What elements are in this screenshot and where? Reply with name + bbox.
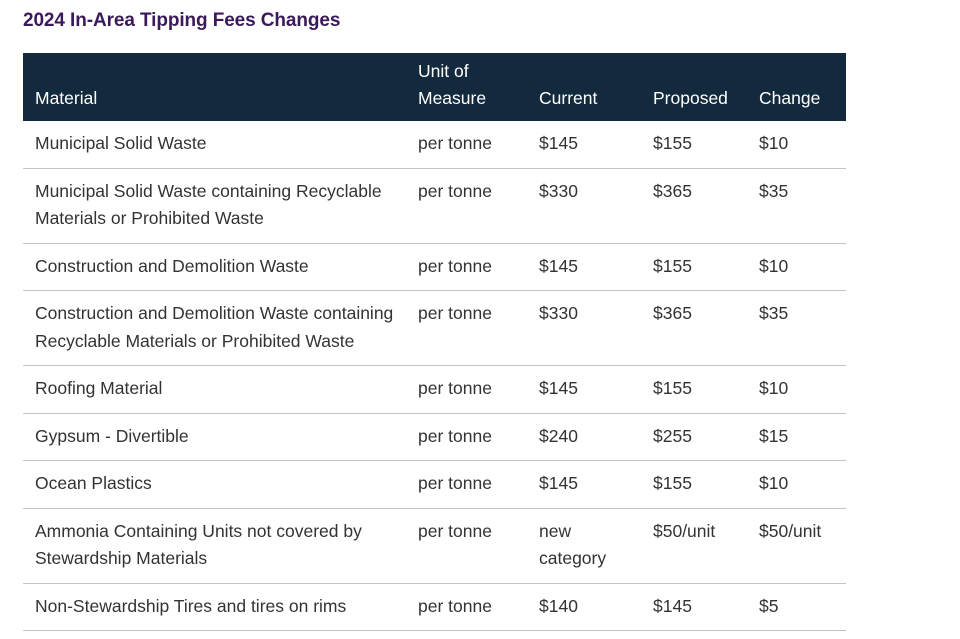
header-unit-line-2: Measure (418, 88, 487, 108)
cell-material: Ammonia Containing Units not covered by … (23, 508, 406, 584)
cell-proposed: $50/unit (641, 508, 747, 584)
cell-change: $35 (747, 290, 846, 366)
table-row: Roofing Material per tonne $145 $155 $10 (23, 365, 846, 414)
cell-change: $10 (747, 460, 846, 509)
table-row: Non-Stewardship Tires and tires on rims … (23, 583, 846, 631)
page-title: 2024 In-Area Tipping Fees Changes (23, 10, 341, 31)
cell-unit: per tonne (406, 413, 527, 461)
header-change: Change (759, 88, 821, 108)
cell-current: $330 (527, 290, 641, 366)
cell-current: $145 (527, 121, 641, 169)
cell-material: Municipal Solid Waste containing Recycla… (23, 168, 406, 244)
table-row: Municipal Solid Waste per tonne $145 $15… (23, 121, 846, 169)
cell-current: $240 (527, 413, 641, 461)
cell-material: Ocean Plastics (23, 460, 406, 509)
header-unit-line-1: Unit of (418, 61, 469, 81)
cell-change: $15 (747, 413, 846, 461)
table-body: Municipal Solid Waste per tonne $145 $15… (23, 121, 846, 631)
cell-current: $145 (527, 460, 641, 509)
header-proposed: Proposed (653, 88, 728, 108)
cell-change: $5 (747, 583, 846, 631)
table-row: Municipal Solid Waste containing Recycla… (23, 168, 846, 244)
cell-current: $330 (527, 168, 641, 244)
cell-current: $145 (527, 365, 641, 414)
cell-proposed: $365 (641, 168, 747, 244)
cell-proposed: $365 (641, 290, 747, 366)
cell-change: $10 (747, 365, 846, 414)
cell-unit: per tonne (406, 508, 527, 584)
header-current: Current (539, 88, 598, 108)
cell-material: Municipal Solid Waste (23, 121, 406, 169)
cell-proposed: $255 (641, 413, 747, 461)
cell-change: $10 (747, 121, 846, 169)
header-material: Material (35, 88, 98, 108)
table-row: Construction and Demolition Waste per to… (23, 243, 846, 291)
cell-proposed: $145 (641, 583, 747, 631)
cell-unit: per tonne (406, 168, 527, 244)
cell-change: $50/unit (747, 508, 846, 584)
cell-current: $140 (527, 583, 641, 631)
table-header: Material Unit of Measure Current Propose… (23, 53, 846, 121)
cell-proposed: $155 (641, 243, 747, 291)
cell-current: $145 (527, 243, 641, 291)
table-row: Construction and Demolition Waste contai… (23, 290, 846, 366)
cell-proposed: $155 (641, 121, 747, 169)
table-row: Ocean Plastics per tonne $145 $155 $10 (23, 460, 846, 509)
cell-change: $35 (747, 168, 846, 244)
cell-proposed: $155 (641, 365, 747, 414)
cell-material: Construction and Demolition Waste (23, 243, 406, 291)
cell-unit: per tonne (406, 583, 527, 631)
cell-change: $10 (747, 243, 846, 291)
header-unit-of-measure: Unit of Measure (406, 53, 527, 121)
cell-unit: per tonne (406, 121, 527, 169)
cell-proposed: $155 (641, 460, 747, 509)
cell-current: new category (527, 508, 641, 584)
tipping-fees-table: Material Unit of Measure Current Propose… (23, 53, 846, 631)
cell-unit: per tonne (406, 290, 527, 366)
cell-material: Construction and Demolition Waste contai… (23, 290, 406, 366)
cell-material: Non-Stewardship Tires and tires on rims (23, 583, 406, 631)
cell-unit: per tonne (406, 365, 527, 414)
cell-unit: per tonne (406, 460, 527, 509)
cell-material: Gypsum - Divertible (23, 413, 406, 461)
header-row: Material Unit of Measure Current Propose… (23, 53, 846, 121)
table-row: Gypsum - Divertible per tonne $240 $255 … (23, 413, 846, 461)
cell-material: Roofing Material (23, 365, 406, 414)
cell-unit: per tonne (406, 243, 527, 291)
table-row: Ammonia Containing Units not covered by … (23, 508, 846, 584)
